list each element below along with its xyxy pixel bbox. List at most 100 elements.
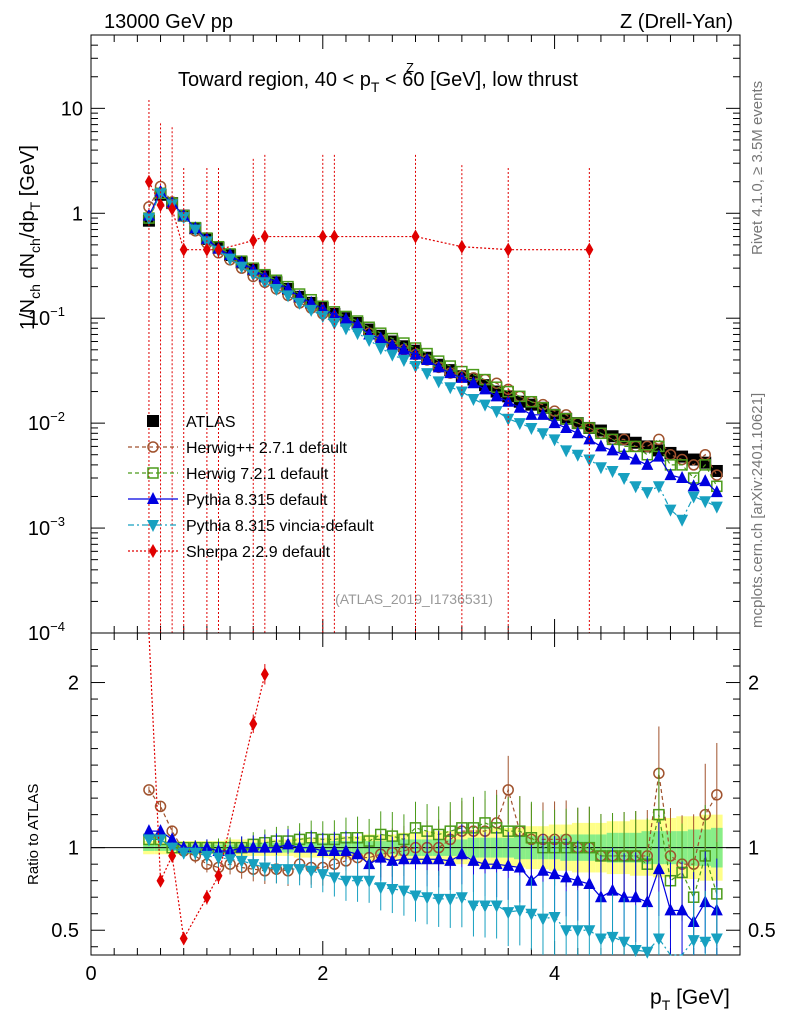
data-point [444,366,457,379]
ratio-ylabel: Ratio to ATLAS [25,784,42,885]
main-ytick-label: 10 [61,98,83,120]
ratio-xtick-label: 2 [317,963,328,985]
data-point [652,481,665,494]
data-point [457,239,466,254]
data-point [571,873,584,886]
data-point [411,229,420,244]
data-point [189,224,202,237]
data-point [455,892,468,905]
legend-label: Pythia 8.315 vincia-default [186,518,374,535]
data-point [374,343,387,356]
data-point [200,840,213,853]
series-line [148,185,718,476]
xlabel: pT [GeV] [650,986,730,1013]
data-point [676,903,689,916]
data-point [386,338,399,351]
data-point [536,863,549,876]
data-point [594,439,607,452]
data-point [444,853,457,866]
region-title-pre: Toward region, 40 < p [178,69,371,91]
data-point [479,857,492,870]
data-point [156,873,165,888]
data-point [305,840,318,853]
legend-label: Sherpa 2.2.9 default [186,544,331,561]
data-point [339,323,352,336]
series-line [148,773,718,872]
data-point [583,876,596,889]
data-point [293,840,306,853]
data-point [594,890,607,903]
legend-label: Pythia 8.315 default [186,492,328,509]
data-point [699,496,712,509]
data-point [548,434,561,447]
data-point [455,847,468,860]
data-point [502,784,514,796]
data-point [490,857,503,870]
data-point [363,334,376,347]
process-label: Z (Drell-Yan) [620,11,733,33]
legend-label: Herwig++ 2.7.1 default [186,440,348,457]
data-point [585,242,594,257]
data-point [177,212,190,225]
data-point [166,842,179,855]
data-point [339,312,352,325]
data-point [202,890,211,905]
data-point [652,933,665,946]
data-point [687,479,700,492]
data-point [421,852,434,865]
data-point [270,283,283,296]
data-point [224,854,237,867]
data-point [653,808,665,821]
ratio-xtick-label: 0 [85,963,96,985]
data-point [270,864,283,877]
data-point [606,465,619,478]
data-point [687,935,700,948]
data-point [583,925,596,938]
data-point [699,459,711,471]
data-point [144,174,153,189]
data-point [421,352,434,365]
main-ytick-label: 10−3 [28,514,65,540]
series-line [148,181,590,251]
data-point [502,907,515,920]
data-point [249,716,258,731]
data-point [710,933,723,946]
data-point [664,504,677,517]
data-point [641,440,654,453]
data-point [479,817,491,829]
data-point [641,946,654,959]
data-point [606,931,619,944]
data-point [432,376,445,389]
data-point [282,290,295,303]
data-point [339,843,352,856]
legend-marker [147,520,159,532]
legend-marker [147,467,159,479]
data-point [351,875,364,888]
data-point [641,457,654,470]
data-point [618,936,631,949]
data-point [421,892,434,905]
data-point [525,395,538,408]
data-point [676,459,688,471]
region-title-post: < 60 [GeV], low thrust [379,69,578,91]
data-point [189,847,202,860]
data-point [166,832,179,845]
data-point [676,514,689,527]
data-point [502,413,515,426]
data-point [200,850,213,863]
main-series-atlas [142,188,723,477]
data-point [467,900,480,913]
data-point [687,491,700,504]
data-point [548,912,561,925]
data-point [513,418,526,431]
data-point [282,864,295,877]
data-point [235,840,248,853]
legend-item: Herwig 7.2.1 default [128,466,329,483]
series-line [148,814,718,899]
data-point [502,858,515,871]
data-point [386,883,399,896]
data-point [374,882,387,895]
data-point [479,382,492,395]
legend-item: ATLAS [147,414,236,431]
data-point [629,945,642,958]
